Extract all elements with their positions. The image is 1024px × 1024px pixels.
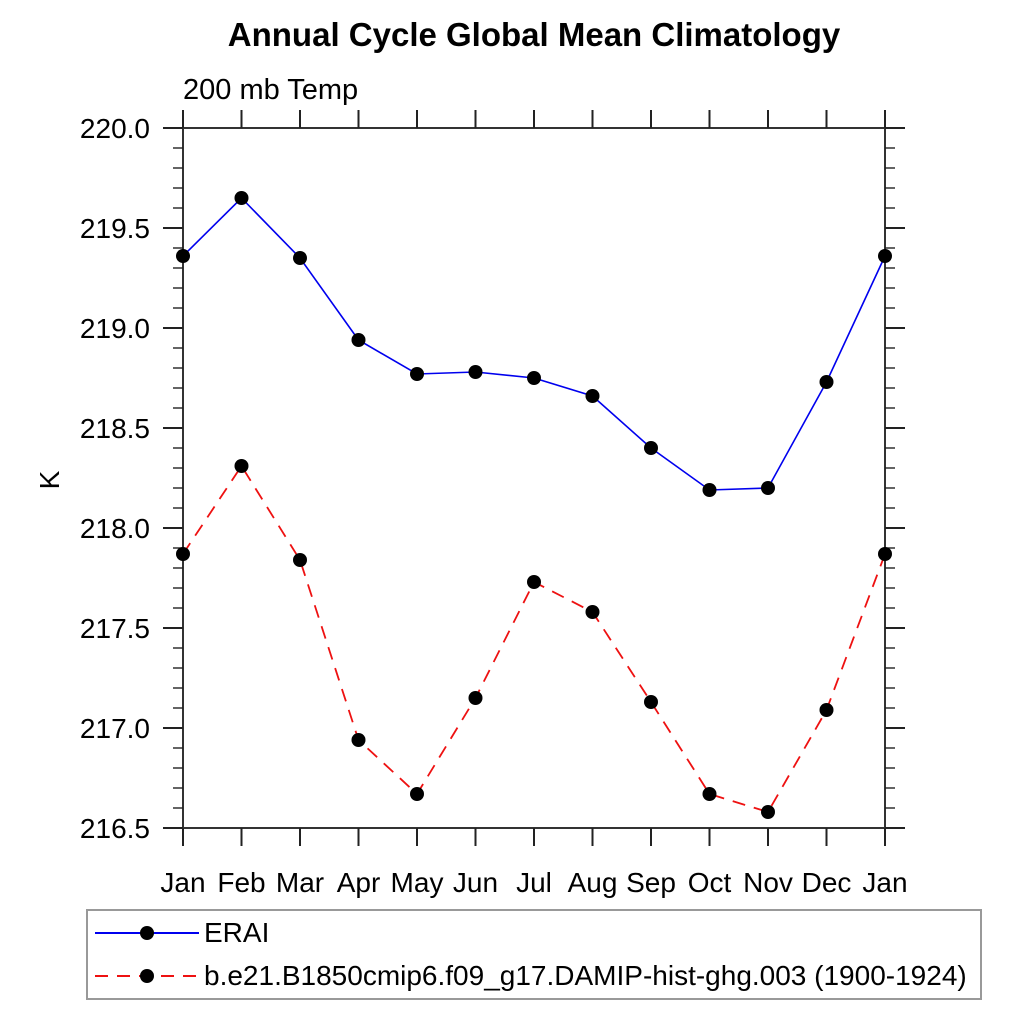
series-line [182, 196, 886, 491]
data-point-marker [234, 459, 249, 473]
x-axis-tick-label: Jul [516, 867, 552, 898]
data-point-marker [351, 333, 366, 347]
x-axis-tick-label: Feb [217, 867, 265, 898]
x-axis-tick-label: Oct [688, 867, 732, 898]
x-axis-tick-label: Nov [743, 867, 793, 898]
y-axis-tick-label: 219.5 [80, 213, 150, 244]
data-point-marker [527, 575, 541, 589]
y-axis-tick-label: 218.0 [80, 513, 150, 544]
data-point-marker [468, 691, 483, 705]
data-point-marker [702, 787, 717, 801]
chart-subtitle: 200 mb Temp [183, 74, 359, 106]
legend-model-sample-icon [95, 969, 199, 984]
data-point-marker [585, 605, 600, 619]
data-point-marker [293, 553, 307, 567]
x-axis-tick-label: May [391, 867, 444, 898]
legend-item-label: b.e21.B1850cmip6.f09_g17.DAMIP-hist-ghg.… [204, 960, 967, 992]
data-point-marker [819, 703, 834, 717]
x-axis-tick-label: Jan [160, 867, 205, 898]
x-axis-tick-label: Jun [453, 867, 498, 898]
y-axis-tick-label: 220.0 [80, 113, 150, 144]
data-point-marker [468, 365, 483, 379]
y-axis-tick-label: 217.0 [80, 713, 150, 744]
data-point-marker [234, 191, 249, 205]
legend-box: ERAI b.e21.B1850cmip6.f09_g17.DAMIP-hist… [86, 909, 982, 1000]
data-point-marker [878, 249, 892, 263]
series-0 [176, 191, 892, 497]
y-axis: 220.0 219.5 219.0 218.5 218.0 217.5 217.0 216.5 [80, 113, 905, 844]
data-point-marker [410, 367, 424, 381]
data-point-marker [644, 441, 658, 455]
data-point-marker [527, 371, 541, 385]
data-point-marker [176, 547, 190, 561]
x-axis-tick-label: Apr [337, 867, 381, 898]
x-axis: Jan Feb Mar Apr May Jun Jul Aug Sep Oct Nov Dec Jan [160, 110, 908, 898]
data-point-marker [878, 547, 892, 561]
y-axis-tick-label: 219.0 [80, 313, 150, 344]
data-point-marker [351, 733, 366, 747]
data-point-marker [585, 389, 600, 403]
data-point-marker [176, 249, 190, 263]
data-point-marker [761, 805, 775, 819]
legend-item-label: ERAI [204, 916, 270, 948]
plot-frame [182, 127, 886, 829]
x-axis-tick-label: Aug [568, 867, 618, 898]
x-axis-tick-label: Dec [802, 867, 852, 898]
x-axis-tick-label: Mar [276, 867, 324, 898]
legend-erai-sample-icon [95, 925, 199, 940]
y-axis-tick-label: 217.5 [80, 613, 150, 644]
legend-item-erai: ERAI [92, 911, 980, 954]
series-line [182, 464, 886, 814]
data-point-marker [702, 483, 717, 497]
data-point-marker [293, 251, 307, 265]
data-point-marker [410, 787, 424, 801]
legend-item-model: b.e21.B1850cmip6.f09_g17.DAMIP-hist-ghg.… [92, 955, 980, 998]
chart-title: Annual Cycle Global Mean Climatology [227, 16, 841, 53]
y-axis-tick-label: 218.5 [80, 413, 150, 444]
data-point-marker [819, 375, 834, 389]
x-axis-tick-label: Jan [862, 867, 907, 898]
data-point-marker [761, 481, 775, 495]
data-point-marker [644, 695, 658, 709]
series-1 [176, 459, 892, 819]
y-axis-tick-label: 216.5 [80, 813, 150, 844]
x-axis-tick-label: Sep [626, 867, 676, 898]
